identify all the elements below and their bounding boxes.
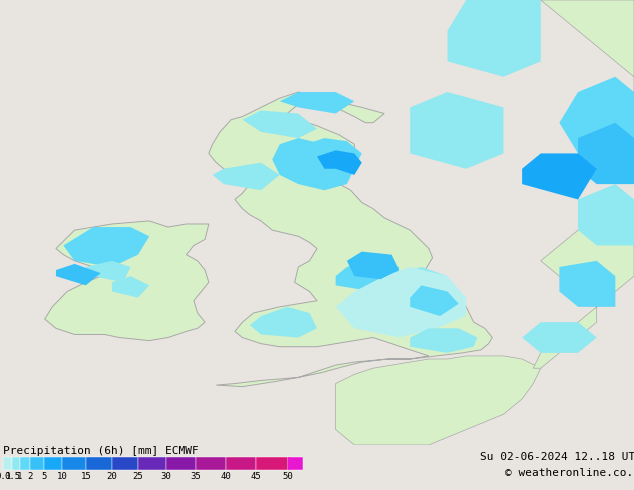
Polygon shape <box>410 92 503 169</box>
Polygon shape <box>212 163 280 190</box>
Text: 15: 15 <box>81 472 91 481</box>
Polygon shape <box>288 457 302 470</box>
Text: 30: 30 <box>160 472 171 481</box>
Text: 40: 40 <box>221 472 231 481</box>
Text: 50: 50 <box>283 472 294 481</box>
Polygon shape <box>522 153 597 199</box>
Bar <box>138 457 166 470</box>
Text: Su 02-06-2024 12..18 UTC (12+150): Su 02-06-2024 12..18 UTC (12+150) <box>480 452 634 462</box>
Polygon shape <box>522 322 597 353</box>
Polygon shape <box>410 328 477 353</box>
Polygon shape <box>86 261 131 282</box>
Polygon shape <box>317 150 362 175</box>
Polygon shape <box>250 307 317 338</box>
Polygon shape <box>448 0 541 77</box>
Text: 10: 10 <box>56 472 67 481</box>
Bar <box>226 457 256 470</box>
Polygon shape <box>335 261 399 292</box>
Polygon shape <box>559 77 634 153</box>
Text: 2: 2 <box>27 472 33 481</box>
Polygon shape <box>410 285 459 316</box>
Bar <box>166 457 196 470</box>
Text: © weatheronline.co.uk: © weatheronline.co.uk <box>505 468 634 478</box>
Polygon shape <box>347 251 399 279</box>
Bar <box>112 457 138 470</box>
Polygon shape <box>280 92 354 114</box>
Text: Precipitation (6h) [mm] ECMWF: Precipitation (6h) [mm] ECMWF <box>3 446 198 456</box>
Text: 0.1: 0.1 <box>0 472 11 481</box>
Bar <box>20 457 30 470</box>
Polygon shape <box>335 356 541 445</box>
Bar <box>86 457 112 470</box>
Polygon shape <box>362 267 459 322</box>
Text: 5: 5 <box>41 472 47 481</box>
Bar <box>44 457 62 470</box>
Polygon shape <box>56 264 101 285</box>
Polygon shape <box>242 110 317 138</box>
Bar <box>12 457 20 470</box>
Polygon shape <box>578 184 634 245</box>
Polygon shape <box>209 92 492 387</box>
Text: 20: 20 <box>107 472 117 481</box>
Polygon shape <box>533 230 634 368</box>
Text: 25: 25 <box>133 472 143 481</box>
Bar <box>288 457 303 470</box>
Bar <box>3 457 12 470</box>
Bar <box>196 457 226 470</box>
Text: 0.5: 0.5 <box>4 472 20 481</box>
Polygon shape <box>63 227 149 267</box>
Text: 35: 35 <box>191 472 202 481</box>
Polygon shape <box>559 261 616 307</box>
Polygon shape <box>272 138 354 190</box>
Polygon shape <box>306 138 362 169</box>
Polygon shape <box>541 0 634 138</box>
Text: 45: 45 <box>250 472 261 481</box>
Polygon shape <box>578 122 634 184</box>
Text: 1: 1 <box>17 472 23 481</box>
Polygon shape <box>112 276 149 297</box>
Polygon shape <box>45 221 209 341</box>
Bar <box>30 457 44 470</box>
Polygon shape <box>335 267 466 338</box>
Bar <box>62 457 86 470</box>
Bar <box>256 457 288 470</box>
